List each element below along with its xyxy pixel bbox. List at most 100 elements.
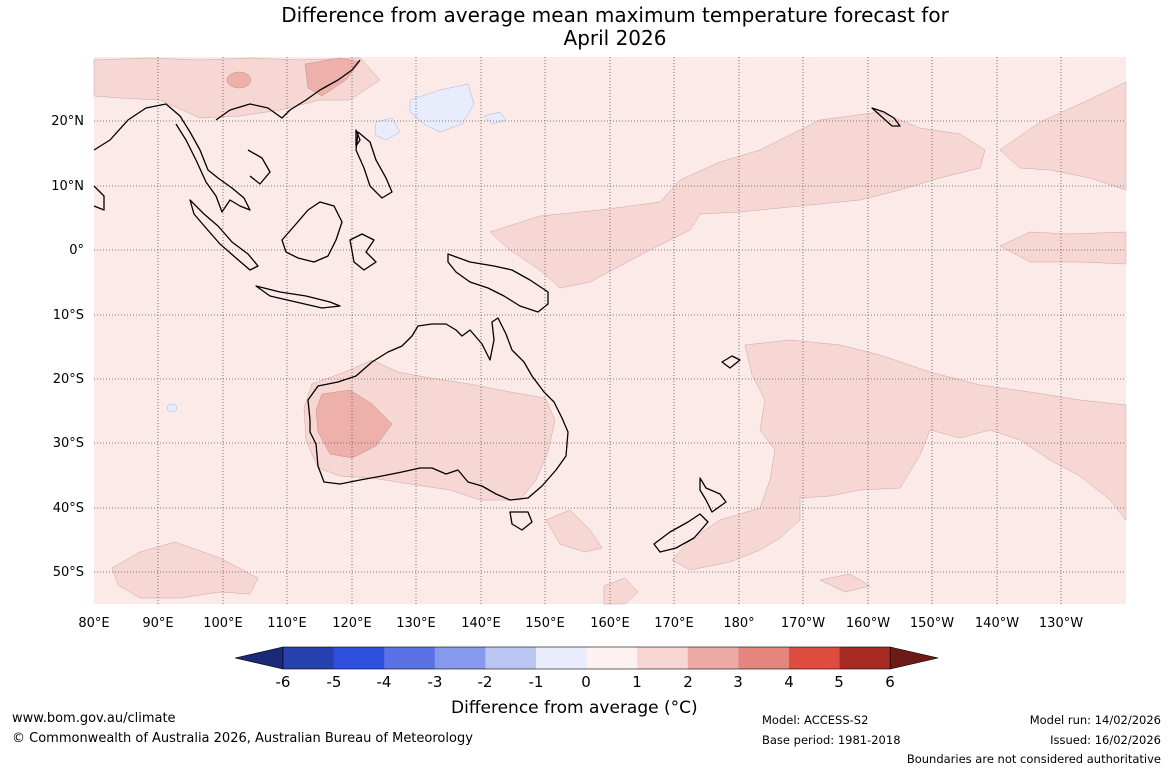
colorbar-segment — [687, 647, 739, 669]
colorbar-segment — [738, 647, 790, 669]
anomaly-south-china-sea-cool — [374, 117, 401, 141]
colorbar-segment — [637, 647, 689, 669]
colorbar-arrow-high — [889, 646, 939, 670]
anomaly-indochina-hot — [226, 71, 252, 89]
lon-label: 130°W — [1039, 616, 1083, 631]
model-run-text: Model run: 14/02/2026 — [1029, 713, 1161, 727]
lon-label: 80°E — [78, 616, 109, 631]
website-text: www.bom.gov.au/climate — [12, 711, 176, 726]
colorbar-tick-label: -1 — [529, 673, 544, 691]
graticule — [94, 57, 1126, 604]
colorbar-segment — [384, 647, 436, 669]
fiji-coastline — [721, 355, 741, 369]
anomaly-south-pacific-far — [819, 573, 871, 593]
lon-label: 160°E — [590, 616, 630, 631]
lon-label: 180° — [723, 616, 754, 631]
sumatra-coastline — [189, 199, 259, 271]
colorbar-arrow-low — [234, 646, 284, 670]
colorbar-segment — [434, 647, 486, 669]
lat-label: 20°N — [51, 114, 84, 129]
anomaly-south-central — [603, 577, 639, 605]
lon-label: 160°W — [846, 616, 890, 631]
coastlines — [93, 59, 901, 553]
colorbar-tick-label: -4 — [377, 673, 392, 691]
copyright-text: © Commonwealth of Australia 2026, Austra… — [12, 731, 473, 746]
anomaly-central-pacific-band — [489, 111, 986, 289]
borneo-coastline — [281, 201, 343, 263]
lon-label: 140°W — [975, 616, 1019, 631]
lat-label: 20°S — [53, 372, 84, 387]
new-guinea-coastline — [447, 253, 549, 313]
colorbar-tick-label: -3 — [428, 673, 443, 691]
anomaly-southern-ocean — [111, 541, 259, 599]
lat-label: 40°S — [53, 501, 84, 516]
australia-coastline — [307, 317, 569, 501]
lat-label: 10°N — [51, 179, 84, 194]
new-zealand-north — [699, 477, 727, 513]
anomaly-pacific-cool-small — [483, 111, 507, 125]
colorbar-tick-label: 0 — [581, 673, 591, 691]
anomaly-east-pacific-equator — [999, 231, 1127, 265]
lon-label: 130°E — [396, 616, 436, 631]
title-line-2: April 2026 — [563, 26, 667, 50]
colorbar-tick-label: 1 — [632, 673, 642, 691]
lon-label: 170°W — [781, 616, 825, 631]
colorbar-segment — [586, 647, 638, 669]
anomaly-2-3-regions — [226, 57, 393, 459]
new-zealand-south — [653, 513, 709, 553]
java-coastline — [255, 285, 341, 309]
colorbar-tick-label: -5 — [327, 673, 342, 691]
lon-label: 150°W — [910, 616, 954, 631]
colorbar-segment — [536, 647, 588, 669]
lon-label: 90°E — [142, 616, 173, 631]
philippines-coastline — [355, 131, 393, 199]
taiwan-coastline — [355, 129, 361, 147]
colorbar-ticks: -6 -5 -4 -3 -2 -1 0 1 2 3 4 5 6 — [276, 673, 895, 691]
anomaly-negative-regions — [166, 83, 507, 413]
anomaly-indian-ocean-cool — [166, 403, 178, 413]
anomaly-western-australia-hot — [315, 389, 393, 459]
colorbar-tick-label: -6 — [276, 673, 291, 691]
longitude-labels: 80°E 90°E 100°E 110°E 120°E 130°E 140°E … — [78, 616, 1083, 631]
issued-text: Issued: 16/02/2026 — [1050, 733, 1161, 747]
colorbar-segment — [333, 647, 385, 669]
sulawesi-coastline — [349, 233, 377, 271]
title-line-1: Difference from average mean maximum tem… — [281, 3, 949, 27]
lat-label: 30°S — [53, 436, 84, 451]
colorbar-tick-label: 6 — [885, 673, 895, 691]
anomaly-east-pacific-north — [999, 81, 1127, 191]
map-area — [93, 57, 1127, 605]
colorbar — [234, 646, 939, 670]
lon-label: 140°E — [461, 616, 501, 631]
mainland-asia-coastline — [93, 59, 361, 213]
colorbar-tick-label: 2 — [683, 673, 693, 691]
lon-label: 100°E — [203, 616, 243, 631]
chart-title: Difference from average mean maximum tem… — [0, 4, 1173, 50]
colorbar-segment — [485, 647, 537, 669]
hawaii-coastline — [871, 107, 901, 127]
anomaly-china-hot — [304, 57, 361, 97]
latitude-labels: 20°N 10°N 0° 10°S 20°S 30°S 40°S 50°S — [51, 114, 84, 580]
colorbar-label: Difference from average (°C) — [451, 698, 698, 718]
lat-label: 50°S — [53, 565, 84, 580]
colorbar-segment — [789, 647, 841, 669]
disclaimer-text: Boundaries are not considered authoritat… — [906, 752, 1161, 766]
colorbar-tick-label: -2 — [478, 673, 493, 691]
lon-label: 110°E — [267, 616, 307, 631]
colorbar-tick-label: 5 — [834, 673, 844, 691]
base-period-text: Base period: 1981-2018 — [762, 733, 901, 747]
colorbar-tick-label: 4 — [784, 673, 794, 691]
model-text: Model: ACCESS-S2 — [762, 713, 869, 727]
sri-lanka-india-coast — [93, 185, 105, 211]
lon-label: 150°E — [525, 616, 565, 631]
lon-label: 120°E — [332, 616, 372, 631]
colorbar-segment — [283, 647, 335, 669]
lon-label: 170°E — [654, 616, 694, 631]
anomaly-philippine-sea-cool — [409, 83, 475, 133]
lat-label: 0° — [69, 243, 84, 258]
colorbar-tick-label: 3 — [733, 673, 743, 691]
lat-label: 10°S — [53, 308, 84, 323]
anomaly-tasman-south — [545, 509, 603, 553]
tasmania-coastline — [509, 511, 533, 531]
